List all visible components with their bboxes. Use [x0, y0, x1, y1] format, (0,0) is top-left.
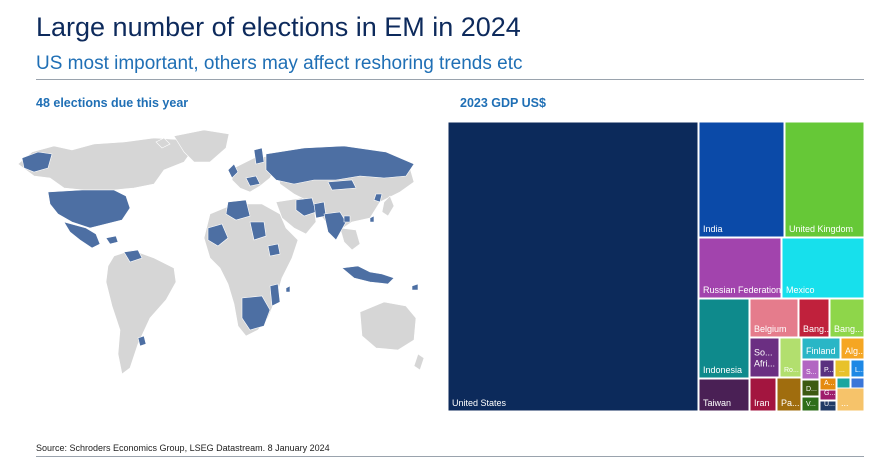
treemap-tile — [819, 400, 837, 411]
treemap-label: Bang... — [834, 324, 863, 334]
map-election-countries — [21, 145, 419, 347]
treemap-label: Ro... — [784, 367, 799, 374]
map-taiwan — [369, 215, 375, 223]
treemap-tile — [801, 396, 820, 411]
footer-divider — [36, 456, 864, 457]
map-bangladesh — [343, 215, 351, 223]
treemap-label: United States — [452, 398, 507, 408]
treemap-tile — [749, 337, 780, 378]
treemap-label: Bang... — [803, 324, 832, 334]
treemap-tile — [801, 337, 841, 360]
treemap-label: A... — [824, 380, 835, 387]
gdp-treemap: United States India United Kingdom Russian … — [448, 122, 864, 411]
treemap-label: P... — [824, 367, 834, 374]
treemap-label: Alg... — [845, 346, 864, 356]
map-southern-africa — [241, 295, 271, 331]
treemap-label: Indonesia — [703, 365, 742, 375]
treemap-tile — [448, 122, 699, 411]
treemap-label: Mexico — [786, 285, 815, 295]
treemap-tile — [798, 298, 830, 338]
world-map — [17, 129, 425, 375]
treemap-label: Taiwan — [703, 398, 731, 408]
treemap-label: Pa... — [781, 398, 800, 408]
treemap-tile — [801, 379, 820, 397]
map-united-kingdom — [227, 163, 239, 179]
map-uruguay — [137, 335, 147, 347]
map-panel-title: 48 elections due this year — [36, 96, 189, 110]
treemap-tile — [698, 378, 750, 411]
treemap-tile — [784, 122, 864, 238]
treemap-label: United Kingdom — [789, 224, 853, 234]
treemap-label: So... — [754, 348, 773, 358]
treemap-tile — [829, 298, 864, 338]
treemap-tile — [749, 377, 777, 411]
map-caribbean — [105, 235, 119, 245]
treemap-tile — [834, 359, 851, 378]
treemap-label: G... — [824, 390, 835, 397]
treemap-tile — [840, 337, 864, 360]
treemap-label: Finland — [806, 346, 836, 356]
map-india — [323, 211, 347, 241]
treemap-label: Iran — [754, 398, 770, 408]
treemap-label: U... — [824, 401, 835, 408]
map-iran — [295, 197, 317, 217]
map-united-states — [47, 189, 131, 229]
treemap-tile — [698, 122, 785, 238]
map-west-africa — [207, 223, 229, 247]
treemap-label: India — [703, 224, 723, 234]
treemap-tile — [819, 359, 835, 378]
treemap-panel-title: 2023 GDP US$ — [460, 96, 546, 110]
map-comoros — [285, 285, 291, 293]
treemap-tile — [781, 237, 864, 299]
map-algeria — [225, 199, 251, 221]
map-finland — [253, 147, 265, 165]
treemap-tile — [850, 377, 864, 389]
map-indonesia — [341, 265, 395, 285]
treemap-tile — [698, 298, 750, 379]
treemap-tile — [801, 359, 820, 380]
map-central-europe — [245, 175, 261, 187]
treemap-tile — [779, 337, 802, 378]
treemap-tile — [749, 298, 799, 338]
map-mexico — [63, 221, 101, 249]
treemap-label: ... — [841, 398, 849, 408]
header-divider — [36, 79, 864, 80]
treemap-label: Afri... — [754, 359, 775, 369]
map-mongolia — [327, 179, 357, 191]
treemap-label: Russian Federation — [703, 285, 781, 295]
treemap-tile — [850, 359, 864, 378]
treemap-label: V... — [806, 401, 816, 408]
treemap-tile — [776, 377, 802, 411]
map-south-sudan — [267, 243, 281, 257]
treemap-tile — [836, 377, 851, 389]
treemap-label: L... — [855, 367, 864, 374]
map-russia — [265, 145, 415, 185]
treemap-label: Belgium — [754, 324, 787, 334]
page-title: Large number of elections in EM in 2024 — [36, 12, 521, 42]
map-venezuela — [123, 249, 143, 263]
map-chad — [249, 221, 267, 241]
treemap-label: ... — [839, 367, 845, 374]
treemap-tile — [819, 389, 837, 401]
source-note: Source: Schroders Economics Group, LSEG … — [36, 443, 330, 453]
page-subtitle: US most important, others may affect res… — [36, 53, 523, 74]
map-mozambique — [269, 283, 281, 307]
treemap-tile — [698, 237, 782, 299]
treemap-label: S... — [806, 369, 817, 376]
treemap-label: D... — [806, 386, 817, 393]
map-solomon — [411, 283, 419, 291]
map-korea — [373, 193, 383, 203]
map-alaska — [21, 151, 53, 173]
